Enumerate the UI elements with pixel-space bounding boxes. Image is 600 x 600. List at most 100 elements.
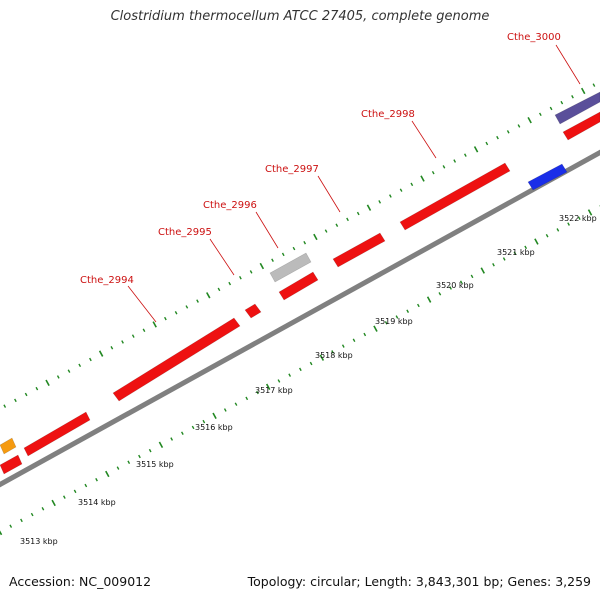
gene-label-cthe-2994: Cthe_2994 [80, 275, 134, 286]
minor-tick [356, 211, 360, 216]
minor-tick [234, 402, 238, 406]
minor-tick [438, 292, 442, 296]
major-tick [0, 530, 3, 536]
major-tick [527, 116, 532, 124]
major-tick [420, 175, 425, 182]
gene-feature[interactable] [399, 162, 511, 231]
minor-tick [346, 217, 349, 222]
minor-tick [592, 83, 596, 87]
gene-feature[interactable] [112, 317, 241, 402]
minor-tick [513, 251, 517, 255]
minor-tick [567, 222, 570, 226]
minor-tick [299, 367, 302, 372]
gene-feature[interactable] [554, 91, 600, 125]
minor-tick [496, 135, 499, 140]
genome-backbone [0, 149, 600, 488]
minor-tick [9, 524, 13, 528]
minor-tick [191, 425, 195, 430]
minor-tick [341, 344, 345, 348]
major-tick [366, 204, 372, 211]
minor-tick [442, 165, 446, 169]
minor-tick [303, 240, 307, 245]
minor-tick [453, 159, 457, 163]
scale-label-3513: 3513 kbp [20, 537, 58, 546]
minor-tick [131, 334, 135, 338]
minor-tick [449, 286, 452, 290]
genome-summary-text: Topology: circular; Length: 3,843,301 bp… [247, 574, 591, 589]
minor-tick [577, 216, 581, 221]
minor-tick [277, 379, 281, 383]
gene-feature[interactable] [278, 271, 319, 301]
minor-tick [556, 228, 560, 232]
minor-tick [335, 223, 339, 227]
minor-tick [196, 299, 199, 303]
outer-tick-track [3, 83, 596, 408]
minor-tick [217, 287, 221, 292]
gene-feature[interactable] [23, 411, 91, 457]
minor-tick [492, 263, 495, 267]
gene-feature[interactable] [0, 454, 23, 475]
gene-feature[interactable] [0, 437, 17, 455]
major-tick [426, 296, 432, 303]
minor-tick [174, 311, 178, 315]
major-tick [265, 383, 271, 390]
minor-tick [116, 466, 120, 470]
minor-tick [463, 153, 467, 157]
minor-tick [35, 386, 39, 391]
minor-tick [239, 276, 242, 280]
minor-tick [62, 495, 66, 499]
minor-tick [89, 357, 92, 362]
minor-tick [324, 229, 328, 233]
minor-tick [24, 392, 28, 397]
minor-tick [506, 130, 510, 134]
scale-label-3515: 3515 kbp [136, 460, 174, 469]
gene-label-cthe-2995: Cthe_2995 [158, 227, 212, 238]
major-tick [319, 354, 325, 361]
scale-label-3516: 3516 kbp [195, 423, 233, 432]
minor-tick [292, 246, 296, 251]
major-tick [152, 321, 157, 328]
scale-label-3517: 3517 kbp [255, 386, 293, 395]
minor-tick [202, 419, 206, 424]
scale-label-3518: 3518 kbp [315, 351, 353, 360]
minor-tick [571, 95, 574, 99]
minor-tick [84, 483, 88, 488]
gene-label-cthe-2997: Cthe_2997 [265, 164, 319, 175]
minor-tick [95, 477, 98, 482]
accession-text: Accession: NC_009012 [9, 574, 152, 589]
minor-tick [363, 332, 367, 337]
minor-tick [410, 182, 414, 187]
gene-feature[interactable] [527, 163, 568, 191]
scale-label-3522: 3522 kbp [559, 214, 597, 223]
label-leader [411, 120, 437, 159]
minor-tick [256, 390, 259, 395]
minor-tick [431, 170, 435, 175]
gene-feature[interactable] [562, 111, 600, 141]
major-tick [212, 412, 217, 420]
minor-tick [470, 274, 474, 279]
minor-tick [56, 375, 60, 379]
label-leader [255, 211, 279, 249]
minor-tick [249, 270, 253, 274]
minor-tick [417, 303, 420, 308]
major-tick [206, 292, 211, 299]
gene-label-cthe-2998: Cthe_2998 [361, 109, 415, 120]
gene-feature[interactable] [332, 232, 386, 268]
scale-label-3520: 3520 kbp [436, 281, 474, 290]
label-leader [555, 44, 581, 85]
minor-tick [3, 404, 7, 408]
major-tick [98, 350, 104, 357]
minor-tick [502, 257, 506, 261]
map-title: Clostridium thermocellum ATCC 27405, com… [110, 9, 490, 24]
minor-tick [524, 245, 528, 250]
label-leader [127, 285, 157, 323]
minor-tick [309, 361, 313, 366]
major-tick [158, 441, 164, 449]
minor-tick [459, 280, 463, 284]
gene-feature[interactable] [244, 303, 262, 319]
major-tick [534, 238, 539, 245]
scale-label-3521: 3521 kbp [497, 248, 535, 257]
minor-tick [180, 431, 184, 435]
gene-feature[interactable] [269, 252, 312, 283]
minor-tick [485, 141, 489, 146]
